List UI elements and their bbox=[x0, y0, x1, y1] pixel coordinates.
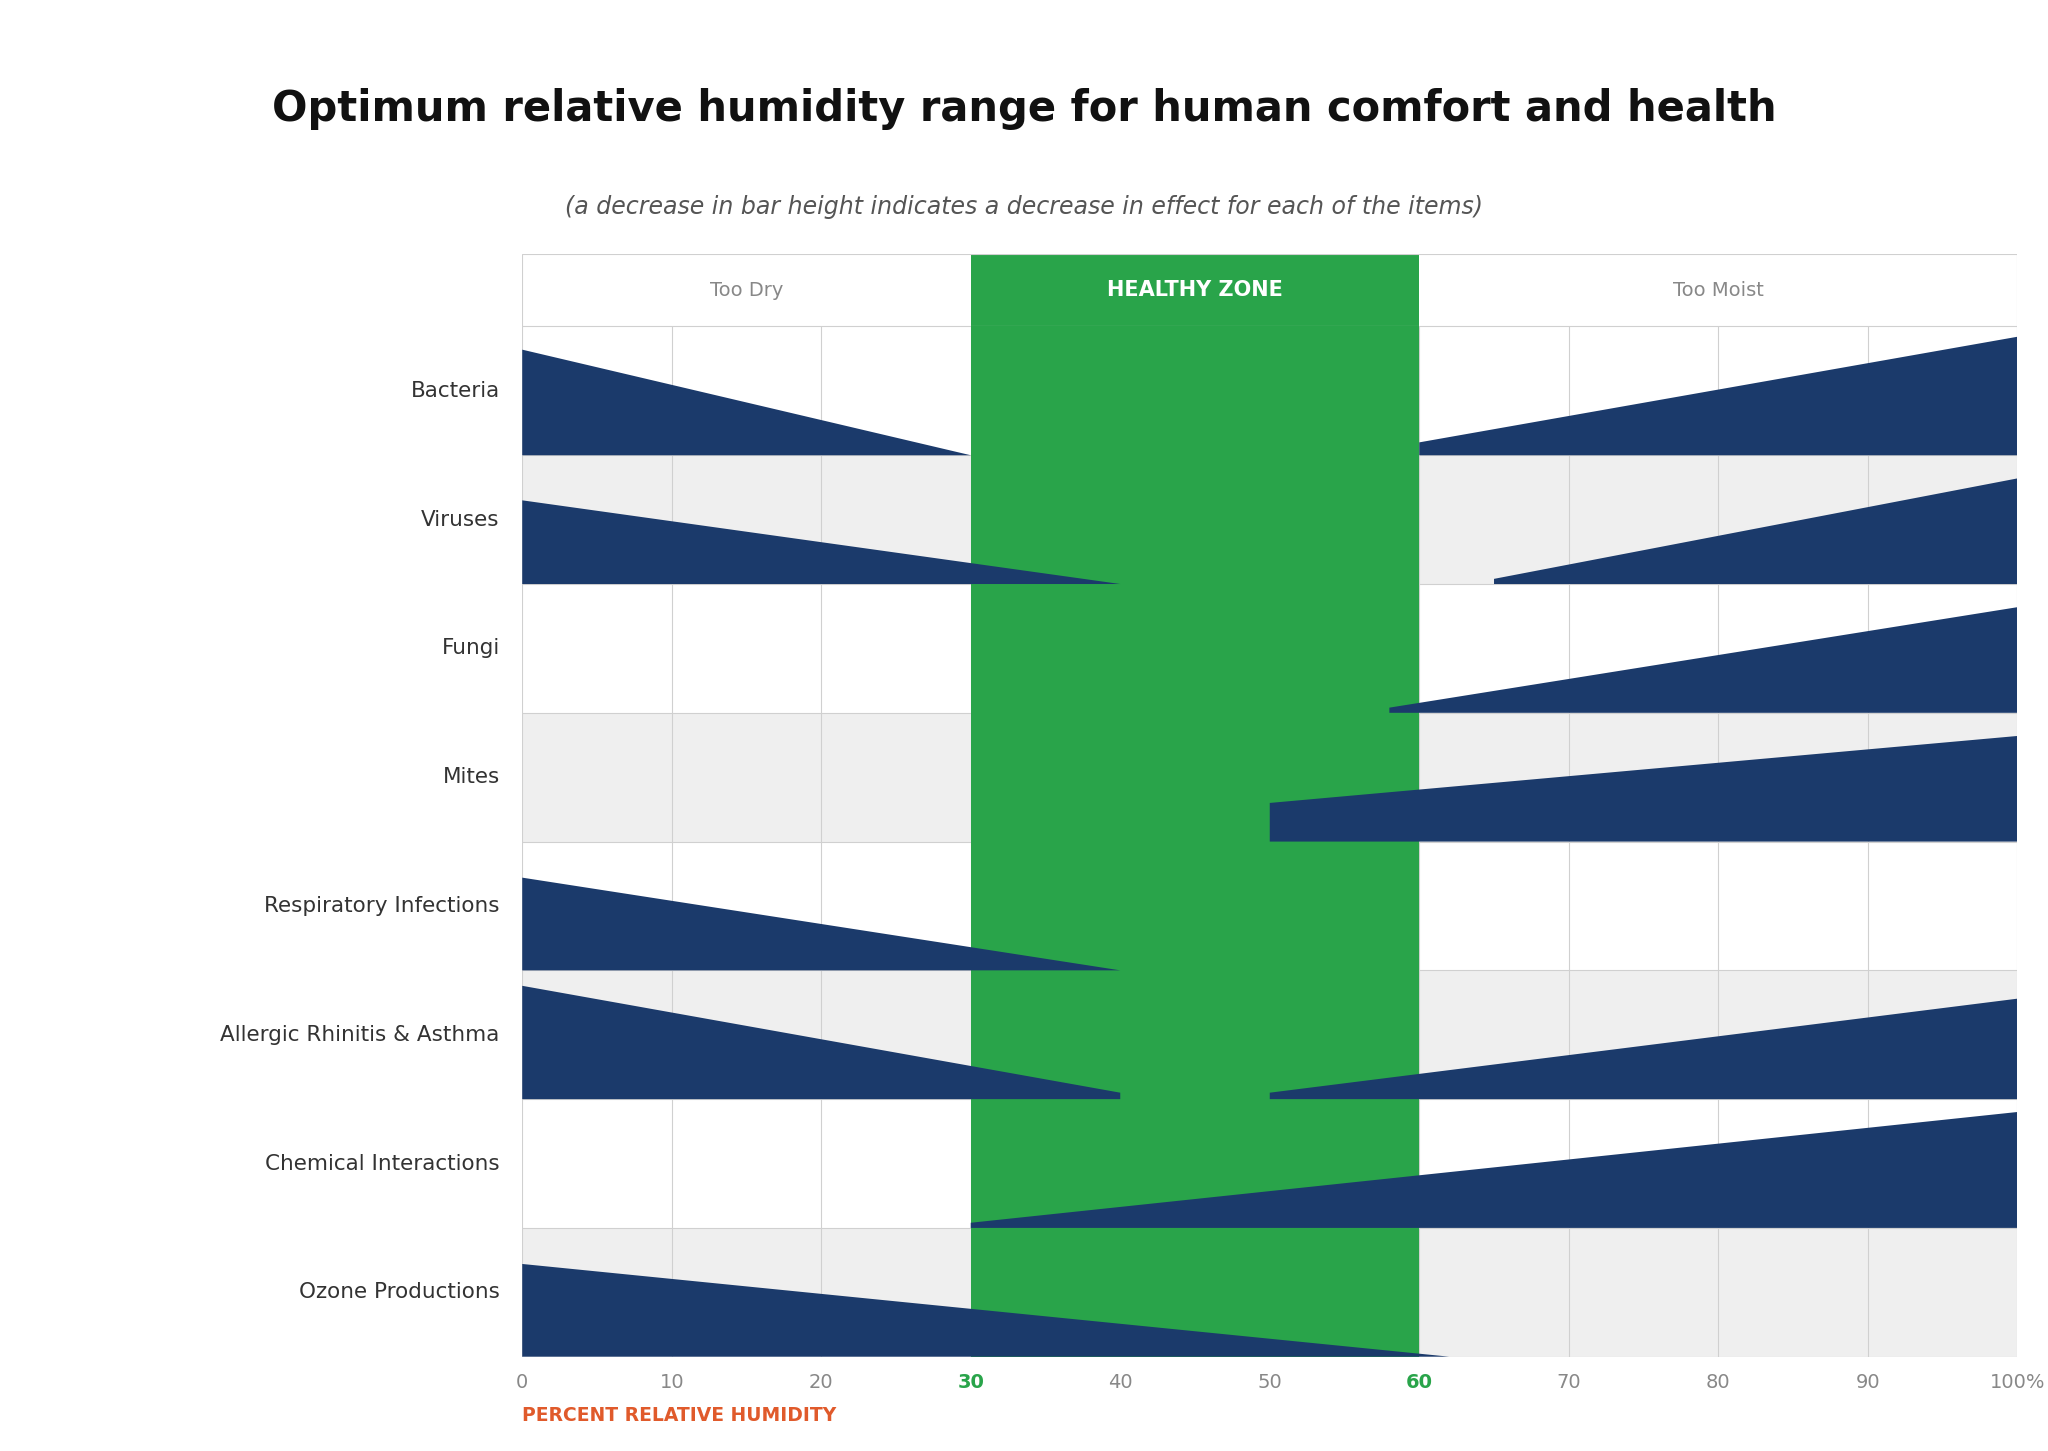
Text: Fungi: Fungi bbox=[442, 638, 500, 659]
Polygon shape bbox=[1389, 607, 2017, 712]
Polygon shape bbox=[971, 1111, 2017, 1228]
Bar bbox=[522, 456, 2017, 585]
Text: Mites: Mites bbox=[442, 768, 500, 788]
Bar bbox=[522, 842, 2017, 971]
Text: Too Dry: Too Dry bbox=[711, 280, 782, 300]
Bar bbox=[971, 326, 1419, 1357]
Text: Allergic Rhinitis & Asthma: Allergic Rhinitis & Asthma bbox=[221, 1024, 500, 1045]
Polygon shape bbox=[522, 985, 1120, 1100]
Text: Too Moist: Too Moist bbox=[1673, 280, 1763, 300]
Bar bbox=[522, 712, 2017, 842]
Text: (a decrease in bar height indicates a decrease in effect for each of the items): (a decrease in bar height indicates a de… bbox=[565, 194, 1483, 219]
Bar bbox=[522, 1228, 2017, 1357]
Polygon shape bbox=[1419, 337, 2017, 456]
Text: HEALTHY ZONE: HEALTHY ZONE bbox=[1108, 280, 1282, 300]
Bar bbox=[522, 971, 2017, 1100]
Polygon shape bbox=[522, 350, 971, 456]
Polygon shape bbox=[1270, 736, 2017, 842]
Bar bbox=[522, 1100, 2017, 1228]
Text: Viruses: Viruses bbox=[422, 509, 500, 530]
Bar bbox=[971, 254, 1419, 326]
Text: Respiratory Infections: Respiratory Infections bbox=[264, 895, 500, 916]
Bar bbox=[522, 585, 2017, 712]
Text: Bacteria: Bacteria bbox=[410, 380, 500, 400]
Text: Ozone Productions: Ozone Productions bbox=[299, 1283, 500, 1303]
Polygon shape bbox=[1270, 998, 2017, 1100]
Bar bbox=[522, 326, 2017, 456]
Polygon shape bbox=[522, 878, 1120, 971]
Polygon shape bbox=[522, 501, 1120, 585]
Text: PERCENT RELATIVE HUMIDITY: PERCENT RELATIVE HUMIDITY bbox=[522, 1406, 836, 1425]
Text: Optimum relative humidity range for human comfort and health: Optimum relative humidity range for huma… bbox=[272, 89, 1776, 129]
Polygon shape bbox=[522, 1264, 1450, 1357]
Polygon shape bbox=[1495, 479, 2017, 585]
Text: Chemical Interactions: Chemical Interactions bbox=[264, 1154, 500, 1174]
